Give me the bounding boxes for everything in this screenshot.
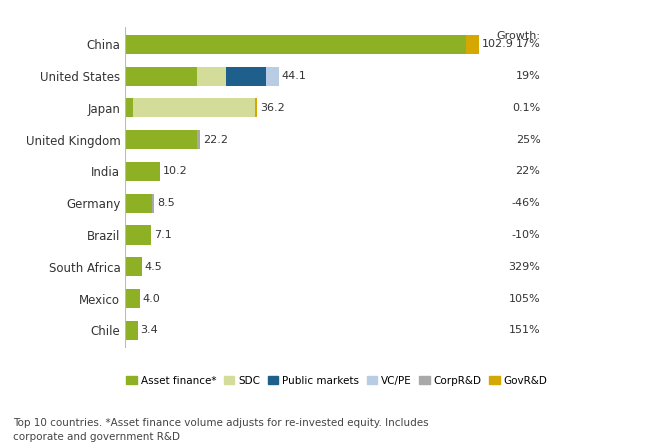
Bar <box>255 98 257 117</box>
Bar <box>196 66 226 86</box>
Text: 105%: 105% <box>509 293 540 304</box>
Text: 8.5: 8.5 <box>158 198 175 208</box>
Text: 151%: 151% <box>509 326 540 335</box>
Bar <box>125 66 196 86</box>
Text: 3.4: 3.4 <box>140 326 158 335</box>
Text: 10.2: 10.2 <box>163 166 188 177</box>
Text: 44.1: 44.1 <box>282 71 307 81</box>
Bar <box>125 226 151 244</box>
Legend: Asset finance*, SDC, Public markets, VC/PE, CorpR&D, GovR&D: Asset finance*, SDC, Public markets, VC/… <box>127 376 548 385</box>
Text: 7.1: 7.1 <box>154 230 172 240</box>
Text: Top 10 countries. *Asset finance volume adjusts for re-invested equity. Includes: Top 10 countries. *Asset finance volume … <box>13 417 429 442</box>
Bar <box>125 321 138 340</box>
Text: 19%: 19% <box>515 71 540 81</box>
Bar <box>125 162 160 181</box>
Text: 4.0: 4.0 <box>143 293 161 304</box>
Bar <box>196 130 200 149</box>
Bar <box>125 289 140 308</box>
Bar <box>152 194 154 213</box>
Bar <box>125 257 142 277</box>
Text: 4.5: 4.5 <box>144 262 162 272</box>
Bar <box>125 98 132 117</box>
Text: Growth:: Growth: <box>496 31 540 41</box>
Text: 25%: 25% <box>515 135 540 145</box>
Text: 17%: 17% <box>515 39 540 49</box>
Text: 22%: 22% <box>515 166 540 177</box>
Bar <box>466 35 478 54</box>
Bar <box>226 66 266 86</box>
Text: 102.9: 102.9 <box>482 39 513 49</box>
Bar <box>132 98 255 117</box>
Text: 36.2: 36.2 <box>260 103 285 113</box>
Text: 329%: 329% <box>509 262 540 272</box>
Text: 0.1%: 0.1% <box>512 103 540 113</box>
Bar <box>125 35 466 54</box>
Bar <box>266 66 279 86</box>
Bar <box>125 130 196 149</box>
Text: 22.2: 22.2 <box>203 135 228 145</box>
Text: -46%: -46% <box>511 198 540 208</box>
Text: -10%: -10% <box>512 230 540 240</box>
Bar <box>125 194 152 213</box>
